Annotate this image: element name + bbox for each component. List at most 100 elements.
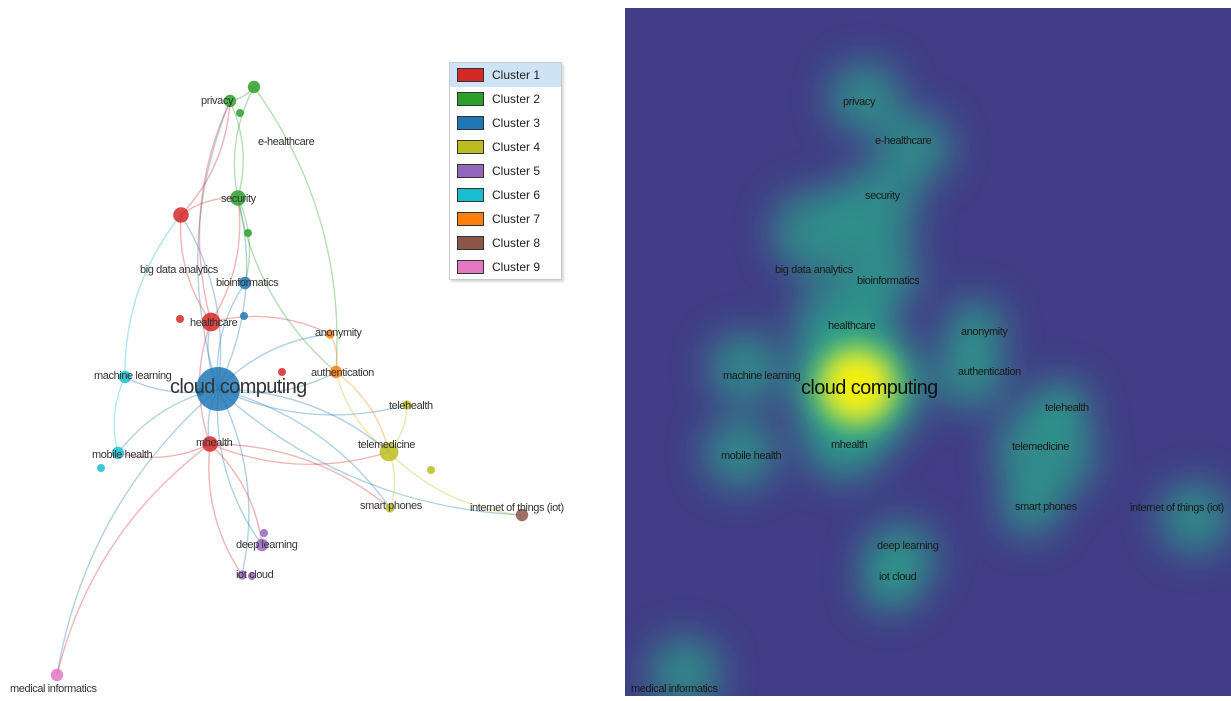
density-label-authentication: authentication	[958, 366, 1021, 378]
cluster-7-swatch	[457, 212, 484, 226]
density-map[interactable]: privacy e-healthcare security big data a…	[625, 8, 1231, 696]
legend-item-cluster-6[interactable]: Cluster 6	[450, 183, 561, 207]
minor-node[interactable]	[196, 388, 204, 396]
legend-label: Cluster 7	[492, 212, 541, 226]
legend-label: Cluster 1	[492, 68, 541, 82]
minor-node[interactable]	[244, 229, 252, 237]
density-visualization[interactable]: privacy e-healthcare security big data a…	[625, 8, 1231, 696]
density-label-telemedicine: telemedicine	[1012, 441, 1069, 453]
legend-item-cluster-2[interactable]: Cluster 2	[450, 87, 561, 111]
network-labels: privacy e-healthcare security big data a…	[10, 95, 564, 695]
density-label-deep-learning: deep learning	[877, 540, 939, 552]
node-e-healthcare[interactable]	[247, 80, 261, 94]
node-big-data-analytics[interactable]	[173, 207, 189, 223]
density-blob-e-healthcare	[879, 112, 951, 184]
density-label-mhealth: mhealth	[831, 439, 868, 451]
legend-label: Cluster 3	[492, 116, 541, 130]
node-label-mhealth: mhealth	[196, 437, 233, 449]
minor-node[interactable]	[278, 368, 286, 376]
network-edge	[217, 388, 408, 416]
cluster-3-swatch	[457, 116, 484, 130]
network-edge	[217, 388, 523, 516]
node-bioinformatics[interactable]	[238, 276, 252, 290]
node-label-big-data-analytics: big data analytics	[140, 264, 219, 276]
density-label-privacy: privacy	[843, 96, 876, 108]
network-edge	[217, 197, 248, 390]
cluster-1-swatch	[457, 68, 484, 82]
node-authentication[interactable]	[329, 365, 343, 379]
node-medical-informatics[interactable]	[50, 668, 64, 682]
node-label-deep-learning: deep learning	[236, 539, 298, 551]
legend-item-cluster-3[interactable]: Cluster 3	[450, 111, 561, 135]
network-edge	[209, 443, 391, 509]
network-edge	[229, 100, 244, 199]
node-label-security: security	[221, 193, 257, 205]
network-edge	[217, 388, 250, 576]
node-security[interactable]	[230, 190, 246, 206]
network-edge	[113, 376, 126, 454]
cluster-6-swatch	[457, 188, 484, 202]
node-smart-phones[interactable]	[385, 503, 395, 513]
minor-node[interactable]	[236, 109, 244, 117]
node-iot-cloud[interactable]	[237, 570, 247, 580]
cluster-9-swatch	[457, 260, 484, 274]
minor-node[interactable]	[240, 312, 248, 320]
node-telemedicine[interactable]	[379, 442, 399, 462]
legend-item-cluster-5[interactable]: Cluster 5	[450, 159, 561, 183]
network-visualization[interactable]: privacy e-healthcare security big data a…	[0, 0, 600, 696]
network-edge	[335, 371, 390, 453]
node-label-bioinformatics: bioinformatics	[216, 277, 279, 289]
density-label-medical-informatics: medical informatics	[631, 683, 718, 695]
density-blob-iot-cloud	[861, 554, 919, 612]
density-label-internet-of-things: internet of things (iot)	[1130, 502, 1224, 514]
density-label-machine-learning: machine learning	[723, 370, 801, 382]
network-edge	[210, 315, 331, 335]
density-label-smart-phones: smart phones	[1015, 501, 1078, 513]
node-label-machine-learning: machine learning	[94, 370, 172, 382]
density-label-bioinformatics: bioinformatics	[857, 275, 920, 287]
minor-node[interactable]	[248, 572, 256, 580]
density-peaks	[815, 344, 899, 428]
legend-item-cluster-1[interactable]: Cluster 1	[450, 63, 561, 87]
minor-node[interactable]	[97, 464, 105, 472]
network-edge	[237, 197, 251, 284]
network-graph[interactable]: privacy e-healthcare security big data a…	[0, 0, 600, 696]
network-edge	[210, 197, 241, 323]
node-label-internet-of-things: internet of things (iot)	[470, 502, 564, 514]
density-label-mobile-health: mobile health	[721, 450, 782, 462]
density-blob-internet-of-things	[1159, 482, 1231, 554]
node-privacy[interactable]	[223, 94, 237, 108]
network-edge	[117, 443, 211, 459]
cluster-legend: Cluster 1 Cluster 2 Cluster 3 Cluster 4 …	[449, 62, 562, 280]
node-healthcare[interactable]	[201, 312, 221, 332]
node-label-anonymity: anonymity	[315, 327, 362, 339]
minor-node[interactable]	[260, 529, 268, 537]
node-anonymity[interactable]	[325, 329, 335, 339]
density-label-telehealth: telehealth	[1045, 402, 1089, 414]
density-blob-authentication	[934, 337, 1006, 409]
legend-item-cluster-7[interactable]: Cluster 7	[450, 207, 561, 231]
legend-item-cluster-4[interactable]: Cluster 4	[450, 135, 561, 159]
minor-node[interactable]	[176, 315, 184, 323]
node-internet-of-things[interactable]	[515, 508, 529, 522]
node-telehealth[interactable]	[402, 400, 412, 410]
network-edge	[209, 443, 263, 546]
node-deep-learning[interactable]	[255, 538, 269, 552]
density-blob-smart-phones	[1001, 479, 1059, 537]
density-label-healthcare: healthcare	[828, 320, 876, 332]
network-edge	[198, 100, 231, 323]
network-edge	[124, 214, 182, 378]
node-label-authentication: authentication	[311, 367, 374, 379]
node-mobile-health[interactable]	[111, 446, 125, 460]
node-mhealth[interactable]	[202, 436, 218, 452]
density-peak	[827, 356, 887, 416]
minor-node[interactable]	[427, 466, 435, 474]
legend-item-cluster-9[interactable]: Cluster 9	[450, 255, 561, 279]
legend-item-cluster-8[interactable]: Cluster 8	[450, 231, 561, 255]
node-label-telemedicine: telemedicine	[358, 439, 415, 451]
node-label-medical-informatics: medical informatics	[10, 683, 97, 695]
node-machine-learning[interactable]	[118, 370, 132, 384]
node-cloud-computing[interactable]	[196, 367, 240, 411]
network-edge	[180, 100, 231, 216]
node-label-mobile-health: mobile health	[92, 449, 153, 461]
